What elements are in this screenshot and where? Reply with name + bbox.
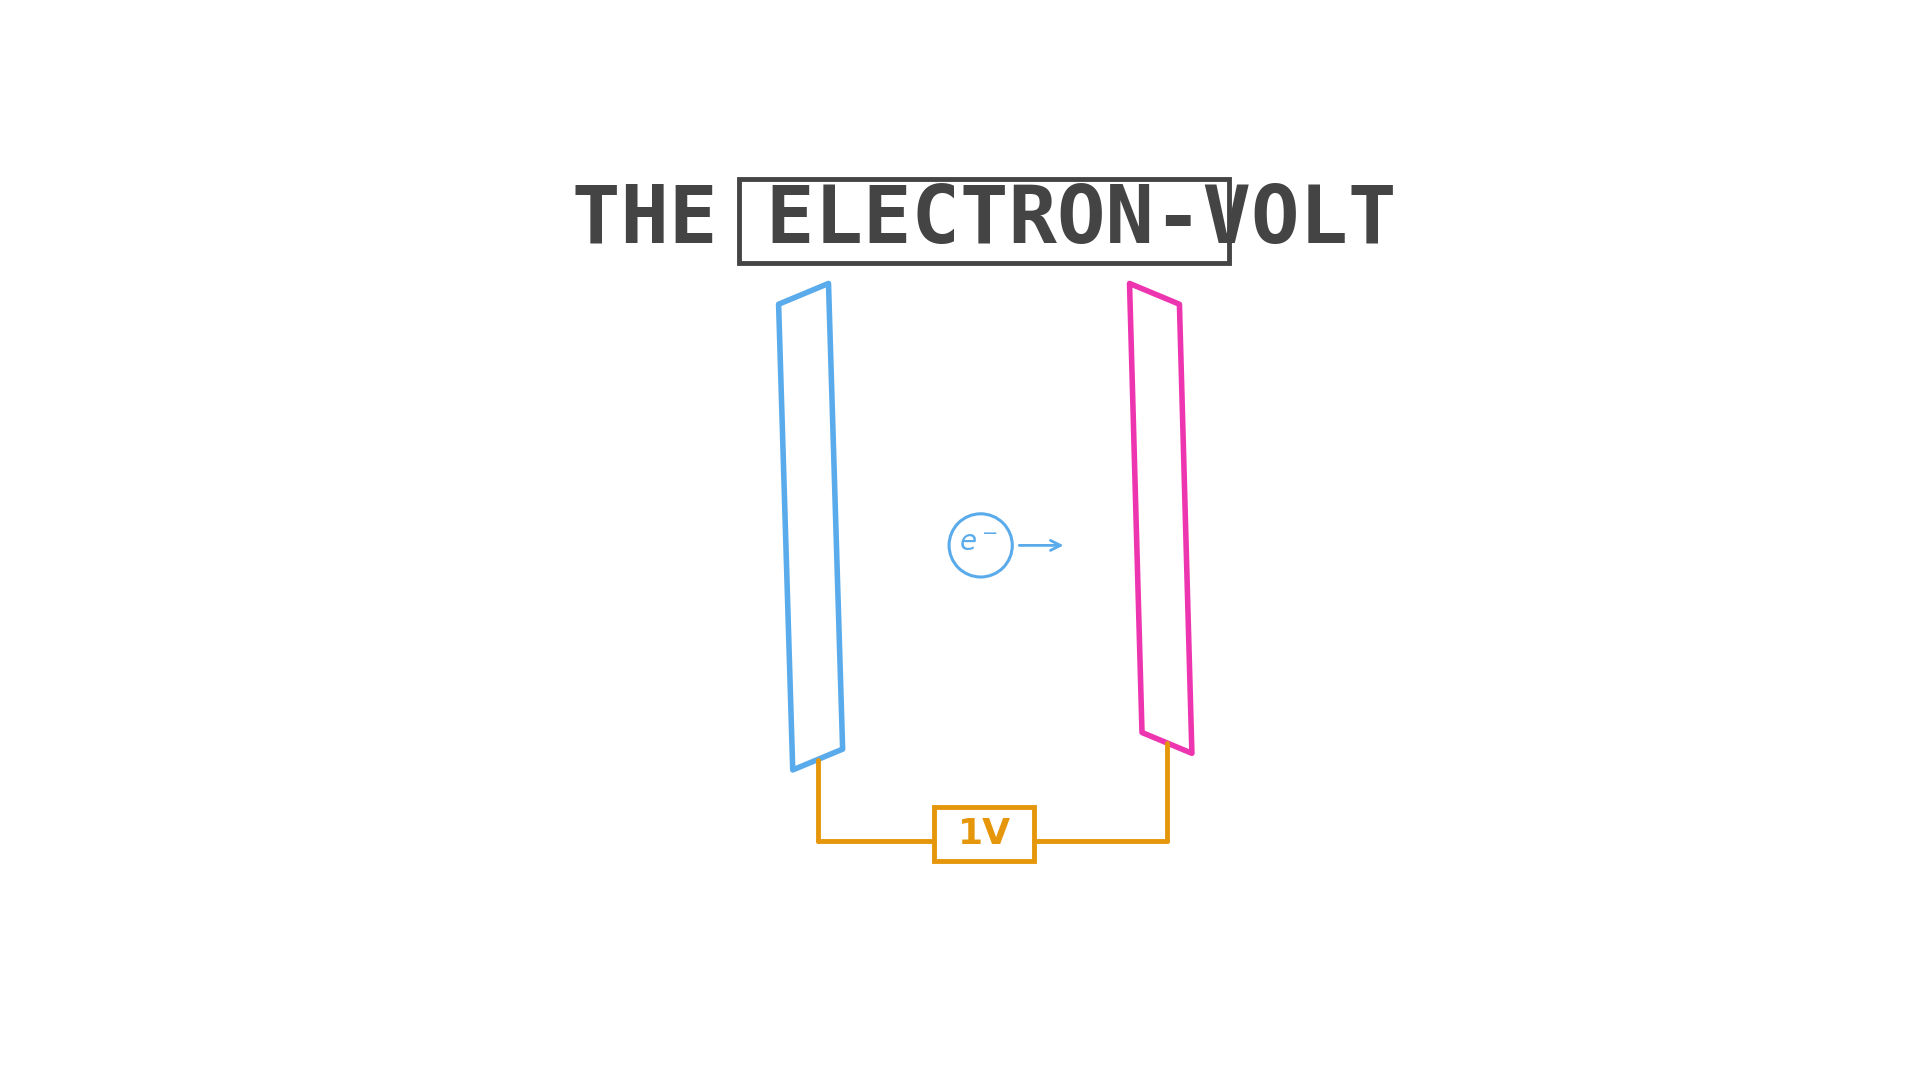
Text: 1V: 1V <box>958 818 1010 851</box>
Bar <box>739 179 1229 262</box>
Text: $\mathit{e}^-$: $\mathit{e}^-$ <box>958 529 996 557</box>
Bar <box>935 808 1033 862</box>
Text: THE ELECTRON-VOLT: THE ELECTRON-VOLT <box>572 183 1396 260</box>
